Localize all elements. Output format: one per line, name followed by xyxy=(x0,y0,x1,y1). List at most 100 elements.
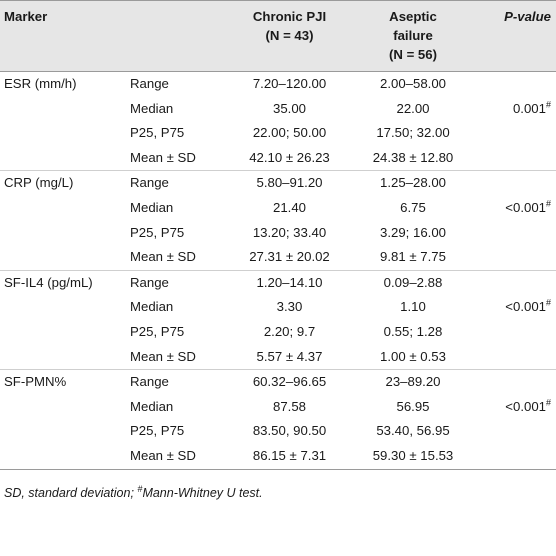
pvalue-cell: 0.001# xyxy=(473,97,556,122)
footnote-part1: SD, standard deviation; xyxy=(4,485,138,500)
statistic-cell: Mean ± SD xyxy=(130,149,196,165)
chronic-pji-cell: 3.30 xyxy=(276,299,303,315)
pvalue-cell: <0.001# xyxy=(473,395,556,420)
chronic-pji-cell: 22.00; 50.00 xyxy=(252,125,327,141)
marker-cell: CRP (mg/L) xyxy=(0,170,122,196)
table-row: Mean ± SD 27.31 ± 20.02 9.81 ± 7.75 xyxy=(0,245,556,270)
aseptic-failure-cell: 9.81 ± 7.75 xyxy=(380,249,446,265)
pvalue-text: <0.001 xyxy=(505,299,546,315)
table-row: Mean ± SD 42.10 ± 26.23 24.38 ± 12.80 xyxy=(0,146,556,171)
table-row: Median 3.30 1.10 <0.001# xyxy=(0,295,556,320)
statistic-cell: Range xyxy=(122,369,226,395)
chronic-pji-cell: 35.00 xyxy=(272,100,306,116)
aseptic-failure-cell: 1.10 xyxy=(400,299,426,315)
table-row: Median 21.40 6.75 <0.001# xyxy=(0,196,556,221)
chronic-pji-cell: 86.15 ± 7.31 xyxy=(226,443,353,470)
table-row: Mean ± SD 86.15 ± 7.31 59.30 ± 15.53 xyxy=(0,443,556,470)
table-row: P25, P75 83.50, 90.50 53.40, 56.95 xyxy=(0,419,556,444)
chronic-pji-cell: 5.80–91.20 xyxy=(226,170,353,196)
table-row: SF-IL4 (pg/mL) Range 1.20–14.10 0.09–2.88 xyxy=(0,269,556,296)
table-row: Mean ± SD 5.57 ± 4.37 1.00 ± 0.53 xyxy=(0,345,556,370)
pvalue-text: <0.001 xyxy=(505,398,546,414)
statistic-cell: Median xyxy=(130,398,174,414)
aseptic-failure-cell: 22.00 xyxy=(396,100,430,116)
marker-cell xyxy=(0,345,122,370)
marker-cell xyxy=(0,121,122,146)
pvalue-sup: # xyxy=(545,397,551,408)
table-row: P25, P75 22.00; 50.00 17.50; 32.00 xyxy=(0,121,556,146)
aseptic-failure-cell: 3.29; 16.00 xyxy=(380,224,446,240)
aseptic-failure-cell: 0.09–2.88 xyxy=(353,269,473,296)
marker-cell xyxy=(0,395,122,420)
statistic-cell: Range xyxy=(122,170,226,196)
statistic-cell: Range xyxy=(122,269,226,296)
pvalue-cell xyxy=(473,221,556,246)
table-row: ESR (mm/h) Range 7.20–120.00 2.00–58.00 xyxy=(0,72,556,97)
table-row: Median 87.58 56.95 <0.001# xyxy=(0,395,556,420)
pvalue-cell xyxy=(473,443,556,470)
marker-cell xyxy=(0,419,122,444)
table-header: Marker Chronic PJI (N = 43) Aseptic fail… xyxy=(0,0,556,72)
aseptic-failure-cell: 6.75 xyxy=(400,199,426,215)
marker-cell: ESR (mm/h) xyxy=(4,76,77,91)
statistic-cell: Range xyxy=(130,76,169,91)
header-aseptic-line3: (N = 56) xyxy=(388,47,437,62)
pvalue-text: <0.001 xyxy=(505,199,546,215)
aseptic-failure-cell: 24.38 ± 12.80 xyxy=(372,149,454,165)
pvalue-cell xyxy=(473,345,556,370)
statistic-cell: Median xyxy=(130,199,174,215)
footnote-sup: # xyxy=(137,483,143,494)
pvalue-sup: # xyxy=(545,99,551,110)
statistic-cell: P25, P75 xyxy=(130,224,185,240)
aseptic-failure-cell: 1.00 ± 0.53 xyxy=(380,348,446,364)
marker-cell xyxy=(0,320,122,345)
table-footnote: SD, standard deviation; #Mann-Whitney U … xyxy=(0,470,556,502)
statistic-cell: Mean ± SD xyxy=(122,443,226,470)
header-aseptic-line2: failure xyxy=(393,28,433,43)
chronic-pji-cell: 7.20–120.00 xyxy=(252,76,327,91)
header-marker: Marker xyxy=(0,0,122,72)
pvalue-cell xyxy=(473,369,556,395)
chronic-pji-cell: 42.10 ± 26.23 xyxy=(249,149,330,165)
aseptic-failure-cell: 1.25–28.00 xyxy=(353,170,473,196)
table-body: ESR (mm/h) Range 7.20–120.00 2.00–58.00 Medi… xyxy=(0,72,556,470)
results-table-container: Marker Chronic PJI (N = 43) Aseptic fail… xyxy=(0,0,556,502)
marker-cell xyxy=(0,443,122,470)
pvalue-cell xyxy=(473,269,556,296)
chronic-pji-cell: 13.20; 33.40 xyxy=(252,224,327,240)
pvalue-cell xyxy=(473,170,556,196)
statistic-cell: Mean ± SD xyxy=(130,348,196,364)
marker-cell xyxy=(0,196,122,221)
chronic-pji-cell: 87.58 xyxy=(272,398,306,414)
chronic-pji-cell: 5.57 ± 4.37 xyxy=(256,348,323,364)
pvalue-cell xyxy=(473,146,556,171)
statistic-cell: Median xyxy=(130,100,174,116)
chronic-pji-cell: 27.31 ± 20.02 xyxy=(249,249,330,265)
statistic-cell: P25, P75 xyxy=(130,323,185,339)
pvalue-sup: # xyxy=(545,198,551,209)
pvalue-cell: <0.001# xyxy=(473,196,556,221)
chronic-pji-cell: 83.50, 90.50 xyxy=(252,423,327,439)
marker-cell xyxy=(0,245,122,270)
table-row: CRP (mg/L) Range 5.80–91.20 1.25–28.00 xyxy=(0,170,556,196)
aseptic-failure-cell: 0.55; 1.28 xyxy=(383,323,443,339)
chronic-pji-cell: 1.20–14.10 xyxy=(226,269,353,296)
table-row: SF-PMN% Range 60.32–96.65 23–89.20 xyxy=(0,369,556,395)
aseptic-failure-cell: 2.00–58.00 xyxy=(379,76,446,91)
marker-cell xyxy=(0,221,122,246)
pvalue-cell xyxy=(473,121,556,146)
pvalue-sup: # xyxy=(545,297,551,308)
pvalue-cell xyxy=(473,245,556,270)
marker-cell: SF-IL4 (pg/mL) xyxy=(0,269,122,296)
table-row: Median 35.00 22.00 0.001# xyxy=(0,97,556,122)
aseptic-failure-cell: 56.95 xyxy=(396,398,430,414)
statistic-cell: P25, P75 xyxy=(130,125,185,141)
aseptic-failure-cell: 53.40, 56.95 xyxy=(376,423,450,439)
statistic-cell: Median xyxy=(130,299,174,315)
statistic-cell: Mean ± SD xyxy=(130,249,196,265)
results-table: Marker Chronic PJI (N = 43) Aseptic fail… xyxy=(0,0,556,470)
header-aseptic-failure: Aseptic failure (N = 56) xyxy=(353,0,473,72)
header-pvalue: P-value xyxy=(473,0,556,72)
header-statistic xyxy=(122,0,226,72)
header-chronic-pji: Chronic PJI (N = 43) xyxy=(226,0,353,72)
